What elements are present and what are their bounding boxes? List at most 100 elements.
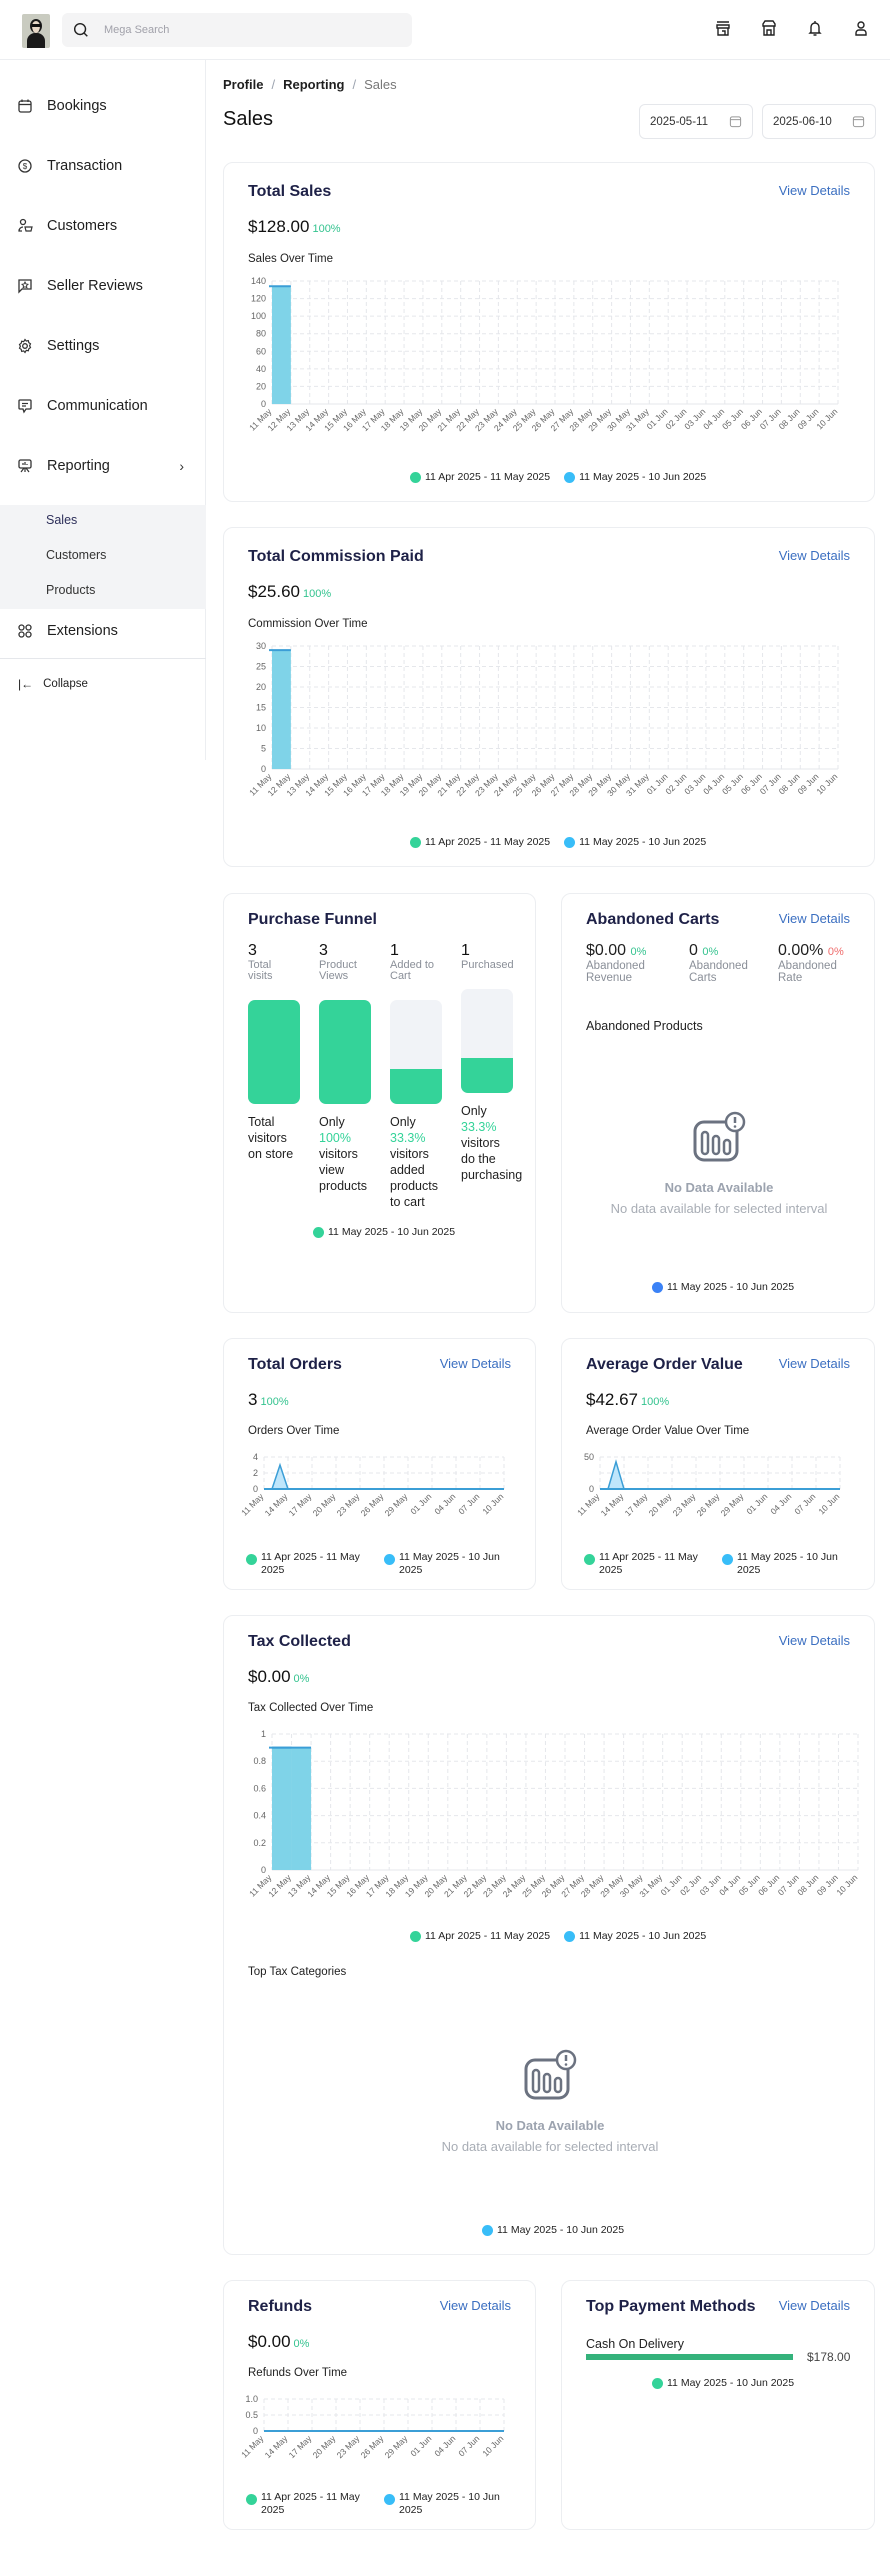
sidebar-item-label: Customers [47, 218, 118, 234]
payment-method-bar [586, 2354, 793, 2360]
svg-text:14 May: 14 May [263, 2433, 290, 2460]
legend-item-previous[interactable]: 11 Apr 2025 - 11 May 2025 [584, 1551, 698, 1577]
sidebar-item-label: Transaction [47, 158, 123, 174]
sidebar-item-settings[interactable]: Settings [0, 326, 206, 366]
date-from-picker[interactable]: 2025-05-11 [639, 104, 753, 139]
legend-item-previous[interactable]: 11 Apr 2025 - 11 May 2025 [410, 471, 550, 483]
abandoned-rate-stat: 0.00% 0% Abandoned Rate [778, 942, 844, 984]
chart-label: Commission Over Time [248, 618, 368, 630]
svg-text:07 Jun: 07 Jun [456, 1491, 481, 1516]
svg-text:11 May: 11 May [239, 2433, 266, 2460]
store-icon[interactable] [714, 18, 732, 38]
collapse-button[interactable]: |← Collapse [18, 677, 88, 691]
breadcrumb-profile[interactable]: Profile [223, 77, 264, 92]
card-title: Purchase Funnel [248, 911, 377, 928]
view-details-link[interactable]: View Details [778, 548, 850, 563]
legend-item-current[interactable]: 11 May 2025 - 10 Jun 2025 [384, 2491, 500, 2517]
breadcrumb-reporting[interactable]: Reporting [283, 77, 345, 92]
funnel-description: Only 100% visitors view products [319, 1115, 367, 1193]
grid-icon [18, 624, 32, 638]
svg-text:26 May: 26 May [359, 1491, 386, 1518]
sidebar-item-reporting[interactable]: Reporting › [0, 446, 206, 486]
search-icon [73, 22, 88, 37]
user-icon[interactable] [852, 18, 870, 38]
svg-text:29 May: 29 May [383, 1491, 410, 1518]
card-title: Tax Collected [248, 1633, 351, 1650]
submenu-item-customers[interactable]: Customers [46, 548, 107, 562]
svg-text:23 May: 23 May [335, 2433, 362, 2460]
svg-text:80: 80 [256, 329, 266, 339]
svg-text:30: 30 [256, 641, 266, 651]
sidebar-item-bookings[interactable]: Bookings [0, 86, 206, 126]
svg-text:26 May: 26 May [359, 2433, 386, 2460]
no-data-state: No Data Available No data available for … [224, 2048, 876, 2154]
refunds-value: $0.00 0% [248, 2332, 310, 2351]
sidebar-item-customers[interactable]: Customers [0, 206, 206, 246]
legend-item-current[interactable]: 11 May 2025 - 10 Jun 2025 [482, 2224, 624, 2236]
svg-text:29 May: 29 May [719, 1491, 746, 1518]
shop-front-icon[interactable] [760, 18, 778, 38]
svg-text:07 Jun: 07 Jun [456, 2433, 481, 2458]
reporting-submenu [0, 505, 206, 609]
legend-item-current[interactable]: 11 May 2025 - 10 Jun 2025 [564, 836, 706, 848]
mega-search-input[interactable]: Mega Search [62, 13, 412, 47]
sidebar-item-communication[interactable]: Communication [0, 386, 206, 426]
chart-label: Tax Collected Over Time [248, 1702, 374, 1714]
svg-text:17 May: 17 May [287, 1491, 314, 1518]
sidebar-item-extensions[interactable]: Extensions [0, 611, 206, 651]
svg-text:23 May: 23 May [335, 1491, 362, 1518]
abandoned-revenue-stat: $0.00 0% Abandoned Revenue [586, 942, 647, 984]
chart-legend: 11 Apr 2025 - 11 May 2025 11 May 2025 - … [410, 1930, 706, 1942]
chart-legend: 11 May 2025 - 10 Jun 2025 [482, 2224, 624, 2236]
chart-label: Average Order Value Over Time [586, 1425, 750, 1437]
view-details-link[interactable]: View Details [439, 1356, 511, 1371]
submenu-item-sales[interactable]: Sales [46, 513, 78, 527]
legend-item-previous[interactable]: 11 Apr 2025 - 11 May 2025 [410, 1930, 550, 1942]
legend-item-current[interactable]: 11 May 2025 - 10 Jun 2025 [652, 2377, 794, 2389]
average-order-value-card: Average Order Value View Details $42.67 1… [561, 1338, 875, 1590]
chart-legend: 11 May 2025 - 10 Jun 2025 [313, 1226, 455, 1238]
svg-text:0.4: 0.4 [253, 1811, 266, 1821]
chart-legend: 11 May 2025 - 10 Jun 2025 [652, 2377, 794, 2389]
legend-item-previous[interactable]: 11 Apr 2025 - 11 May 2025 [246, 2491, 360, 2517]
bell-icon[interactable] [806, 18, 824, 38]
view-details-link[interactable]: View Details [778, 2298, 850, 2313]
legend-item-current[interactable]: 11 May 2025 - 10 Jun 2025 [384, 1551, 500, 1577]
legend-item-current[interactable]: 11 May 2025 - 10 Jun 2025 [722, 1551, 838, 1577]
legend-item-current[interactable]: 11 May 2025 - 10 Jun 2025 [313, 1226, 455, 1238]
sidebar-item-seller-reviews[interactable]: Seller Reviews [0, 266, 206, 306]
funnel-description: Total visitors on store [248, 1115, 294, 1161]
legend-item-previous[interactable]: 11 Apr 2025 - 11 May 2025 [410, 836, 550, 848]
view-details-link[interactable]: View Details [778, 1633, 850, 1648]
legend-item-current[interactable]: 11 May 2025 - 10 Jun 2025 [652, 1281, 794, 1293]
page-title: Sales [223, 108, 274, 130]
sidebar-item-label: Reporting [47, 458, 110, 474]
svg-text:0.8: 0.8 [253, 1756, 266, 1766]
submenu-item-products[interactable]: Products [46, 583, 96, 597]
view-details-link[interactable]: View Details [778, 1356, 850, 1371]
legend-item-current[interactable]: 11 May 2025 - 10 Jun 2025 [564, 471, 706, 483]
svg-text:31 May: 31 May [637, 1872, 664, 1899]
date-to-picker[interactable]: 2025-06-10 [762, 104, 876, 139]
view-details-link[interactable]: View Details [439, 2298, 511, 2313]
no-data-chart-icon [693, 1111, 746, 1162]
svg-text:120: 120 [251, 294, 266, 304]
sidebar-item-label: Settings [47, 338, 100, 354]
avatar[interactable] [22, 14, 50, 48]
search-placeholder: Mega Search [104, 24, 170, 36]
legend-item-previous[interactable]: 11 Apr 2025 - 11 May 2025 [246, 1551, 360, 1577]
funnel-description: Only 33.3% visitors do the purchasing [461, 1104, 523, 1182]
card-title: Total Commission Paid [248, 548, 424, 565]
view-details-link[interactable]: View Details [778, 911, 850, 926]
svg-text:20: 20 [256, 682, 266, 692]
svg-text:17 May: 17 May [287, 2433, 314, 2460]
sidebar-item-transaction[interactable]: $ Transaction [0, 146, 206, 186]
svg-text:04 Jun: 04 Jun [768, 1491, 793, 1516]
orders-value: 3 100% [248, 1390, 289, 1409]
legend-item-current[interactable]: 11 May 2025 - 10 Jun 2025 [564, 1930, 706, 1942]
total-orders-card: Total Orders View Details 3 100% Orders O… [223, 1338, 536, 1590]
view-details-link[interactable]: View Details [778, 183, 850, 198]
svg-text:50: 50 [584, 1452, 594, 1462]
